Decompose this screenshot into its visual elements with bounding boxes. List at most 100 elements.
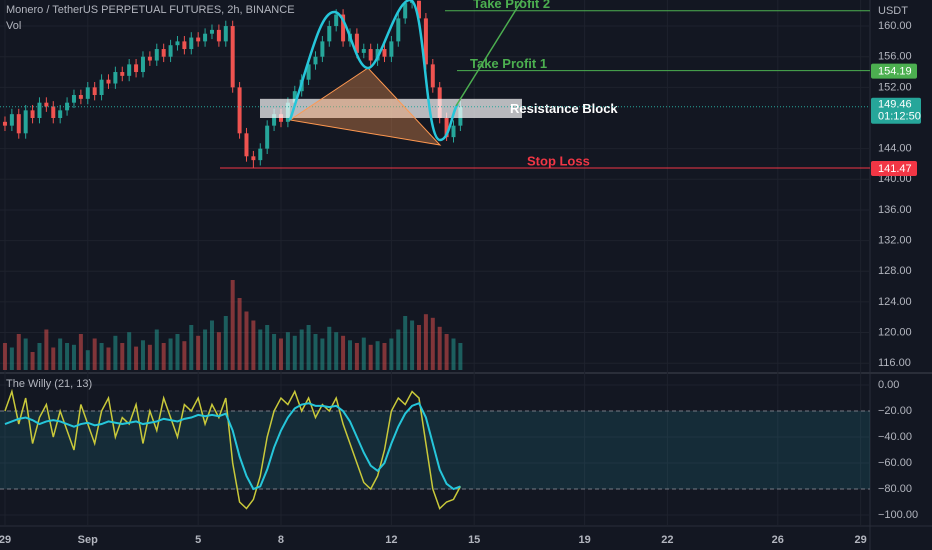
annotation-price: 154.19 [878,65,912,77]
x-tick-label: 12 [385,534,397,546]
volume-bar [341,335,346,370]
candle-body [196,37,201,42]
volume-bar [182,341,187,370]
indicator-line [4,388,462,510]
y-tick-label: 132.00 [878,234,912,246]
volume-bar [189,325,194,370]
candle-body [154,49,159,61]
candle-body [389,41,394,57]
y2-tick-label: −20.00 [878,405,912,417]
volume-bar [375,341,380,370]
x-tick-label: 29 [854,534,866,546]
x-tick-label: 22 [661,534,673,546]
candle-body [258,148,263,161]
y-tick-label: 136.00 [878,204,912,216]
volume-bar [278,338,283,370]
volume-bar [272,334,277,370]
volume-bar [251,320,256,370]
volume-bar [106,347,111,370]
volume-bar [285,332,290,370]
annotation-price-box [871,161,917,177]
candle-body [223,26,228,42]
candle-body [85,87,90,99]
resistance-block [260,98,522,118]
volume-bar [71,344,76,370]
volume-bar [161,343,166,370]
candle-body [444,117,449,138]
volume-label: Vol [6,20,21,32]
volume-bar [237,298,242,370]
volume-bar [361,337,366,370]
volume-bar [99,343,104,370]
y-tick-label: 140.00 [878,173,912,185]
candle-body [2,121,7,126]
x-tick-label: 29 [0,534,11,546]
volume-bar [223,316,228,370]
candle-body [265,125,270,149]
candle-body [78,95,83,99]
volume-bar [113,335,118,370]
y-tick-label: 120.00 [878,326,912,338]
y2-tick-label: −80.00 [878,483,912,495]
y2-tick-label: −40.00 [878,431,912,443]
candle-body [65,102,70,111]
volume-bar [78,334,83,370]
x-tick-label: 8 [278,534,284,546]
y-tick-label: 116.00 [878,357,911,369]
candle-body [168,45,173,57]
volume-bar [334,332,339,370]
volume-bar [44,329,49,370]
candle-body [430,64,435,88]
candle-body [71,95,76,103]
candle-body [147,56,152,61]
volume-bar [216,332,221,370]
candle-body [203,33,208,42]
candle-body [99,79,104,96]
candle-body [354,33,359,53]
volume-bar [313,334,318,370]
volume-bar [437,326,442,370]
candle-body [140,56,145,73]
volume-bar [444,334,449,370]
last-price-box [871,97,921,124]
y-tick-label: 156.00 [878,51,912,63]
candle-body [175,41,180,46]
candle-body [216,29,221,42]
candle-body [23,110,28,134]
volume-bar [127,332,132,370]
volume-bar [327,326,332,370]
annotation-label: Take Profit 1 [470,56,547,71]
candle-body [182,41,187,50]
candle-body [451,125,456,138]
candle-body [9,114,14,126]
volume-bar [416,325,421,370]
volume-bar [403,316,408,370]
volume-bar [244,311,249,370]
grid: 29 Sep 5 8 12 15 19 22 26 29 160.00 156.00 152.00 144… [0,0,918,546]
candle-body [58,110,63,118]
volume-bar [9,347,14,370]
candle-body [306,64,311,80]
volume-bar [430,317,435,370]
x-tick-label: 5 [195,534,201,546]
volume-bar [209,320,214,370]
x-tick-label: Sep [78,534,98,546]
candle-body [230,26,235,88]
indicator-title: The Willy (21, 13) [6,378,92,390]
candle-body [44,102,49,107]
volume-bar [410,320,415,370]
volume-bar [458,343,463,370]
candle-body [327,26,332,42]
candle-body [106,79,111,84]
volume-bar [389,338,394,370]
candle-body [416,0,421,19]
candle-body [382,49,387,57]
target-path [455,0,523,107]
candle-body [161,49,166,57]
volume-bar [292,335,297,370]
annotation-price: 141.47 [878,163,912,175]
y2-tick-label: −100.00 [878,509,918,521]
volume-bar [140,340,145,370]
annotation-price-box [871,63,917,79]
